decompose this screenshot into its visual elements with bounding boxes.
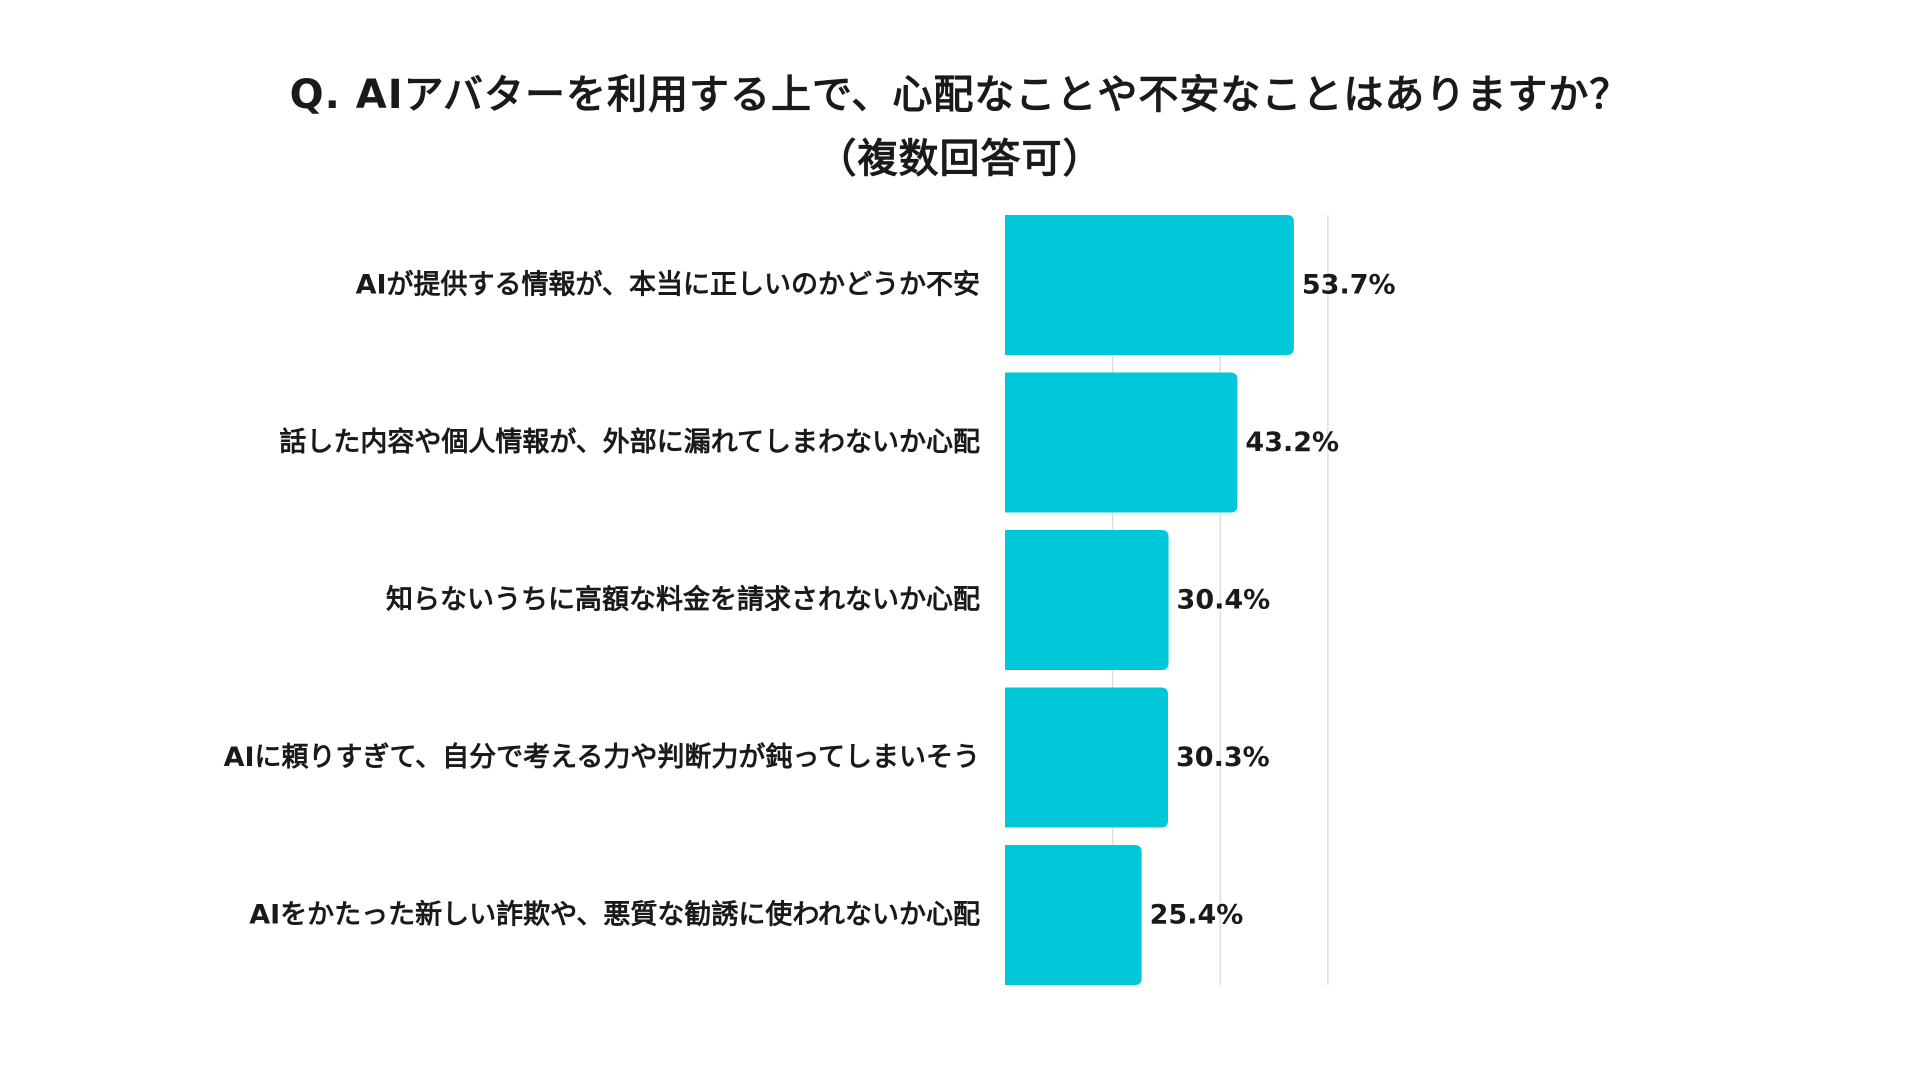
chart-subtitle: （複数回答可） bbox=[816, 136, 1104, 182]
data-label: 43.2% bbox=[1245, 427, 1339, 458]
category-label: AIに頼りすぎて、自分で考える力や判断力が鈍ってしまいそう bbox=[224, 741, 980, 773]
data-label: 30.4% bbox=[1177, 585, 1271, 616]
bar bbox=[1005, 845, 1142, 985]
data-label: 25.4% bbox=[1150, 900, 1244, 931]
category-label: 話した内容や個人情報が、外部に漏れてしまわないか心配 bbox=[279, 426, 980, 458]
category-label: AIをかたった新しい詐欺や、悪質な勧誘に使われないか心配 bbox=[249, 899, 980, 931]
category-label: AIが提供する情報が、本当に正しいのかどうか不安 bbox=[356, 269, 980, 301]
category-label: 知らないうちに高額な料金を請求されないか心配 bbox=[386, 584, 980, 616]
data-label: 30.3% bbox=[1176, 742, 1270, 773]
data-label: 53.7% bbox=[1302, 270, 1396, 301]
chart-title: Q. AIアバターを利用する上で、心配なことや不安なことはありますか？ bbox=[289, 72, 1631, 118]
bar bbox=[1005, 215, 1294, 355]
bar bbox=[1005, 372, 1238, 513]
bar bbox=[1005, 687, 1169, 828]
bar bbox=[1005, 530, 1169, 670]
